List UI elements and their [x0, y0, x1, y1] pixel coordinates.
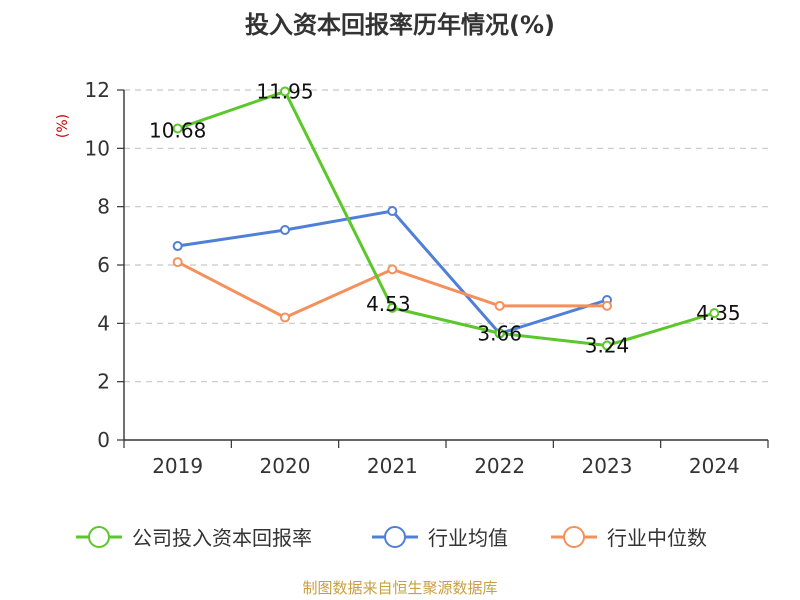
legend-item-0[interactable]: 公司投入资本回报率	[76, 526, 312, 550]
x-tick-label: 2022	[474, 454, 525, 478]
x-tick-label: 2023	[582, 454, 633, 478]
legend-label: 行业均值	[428, 526, 508, 550]
data-label: 3.66	[477, 321, 522, 345]
y-axis-label: (%)	[55, 114, 71, 138]
y-tick-label: 4	[97, 311, 110, 335]
axes: 0 2 4 6 8 10 12 2019 2020 2021 2022 2023 2024	[85, 78, 769, 478]
data-point[interactable]	[709, 308, 720, 319]
x-tick-label: 2020	[260, 454, 311, 478]
data-point[interactable]	[602, 300, 612, 311]
data-point[interactable]	[280, 312, 290, 323]
data-label: 4.35	[696, 301, 741, 325]
x-tick-label: 2024	[689, 454, 740, 478]
series-line	[177, 89, 715, 347]
series-group: 10.68 11.95 4.53 3.66 3.24 4.35	[149, 79, 741, 357]
data-point[interactable]	[494, 328, 505, 339]
x-tick-label: 2021	[367, 454, 418, 478]
data-point[interactable]	[172, 241, 183, 252]
data-point[interactable]	[494, 300, 505, 311]
y-tick-label: 10	[85, 136, 110, 160]
data-point[interactable]	[387, 206, 398, 217]
legend-item-2[interactable]: 行业中位数	[551, 526, 707, 550]
legend-swatch-marker	[384, 526, 406, 548]
data-point[interactable]	[280, 86, 290, 97]
legend-swatch-marker	[563, 526, 585, 548]
y-tick-label: 8	[97, 195, 110, 219]
series-0	[172, 86, 720, 351]
grid-lines	[124, 89, 768, 383]
y-tick-label: 2	[97, 370, 110, 394]
data-point[interactable]	[172, 123, 183, 134]
y-tick-label: 0	[97, 428, 110, 452]
data-point[interactable]	[387, 264, 398, 275]
data-label: 10.68	[149, 119, 206, 143]
chart-title: 投入资本回报率历年情况(%)	[245, 11, 555, 39]
data-point[interactable]	[172, 257, 183, 268]
data-label: 3.24	[585, 334, 630, 358]
y-tick-label: 6	[97, 253, 110, 277]
data-label: 11.95	[256, 79, 313, 103]
x-tick-label: 2019	[152, 454, 203, 478]
data-label: 4.53	[366, 292, 411, 316]
legend-label: 行业中位数	[607, 526, 707, 550]
y-tick-label: 12	[85, 78, 110, 102]
data-point[interactable]	[387, 302, 398, 313]
legend-swatch-marker	[88, 526, 110, 548]
legend[interactable]: 公司投入资本回报率 行业均值 行业中位数	[76, 526, 707, 550]
series-2	[172, 257, 612, 323]
data-point[interactable]	[602, 340, 612, 351]
data-point[interactable]	[280, 225, 290, 235]
legend-label: 公司投入资本回报率	[132, 526, 312, 550]
source-note: 制图数据来自恒生聚源数据库	[302, 579, 497, 597]
legend-item-1[interactable]: 行业均值	[372, 526, 508, 550]
